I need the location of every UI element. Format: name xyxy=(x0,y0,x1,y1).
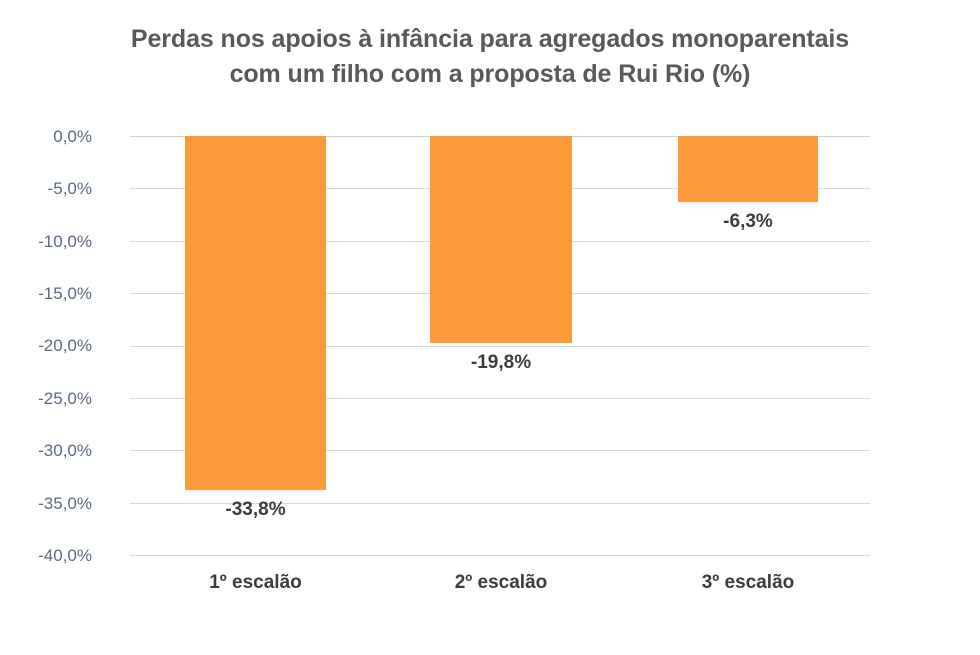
chart-title-line-1: Perdas nos apoios à infância para agrega… xyxy=(130,25,850,53)
y-axis-tick-label-4: -20,0% xyxy=(38,336,92,355)
data-label-3: -6,3% xyxy=(723,211,773,232)
y-axis-tick-label-6: -30,0% xyxy=(38,441,92,460)
gridline-8 xyxy=(130,555,870,556)
bar-3[interactable] xyxy=(678,136,818,202)
bar-2[interactable] xyxy=(430,136,572,343)
y-axis-tick-label-7: -35,0% xyxy=(38,494,92,513)
gridline-6 xyxy=(130,450,870,451)
plot-area xyxy=(130,136,870,556)
gridline-4 xyxy=(130,346,870,347)
y-axis-tick-label-5: -25,0% xyxy=(38,389,92,408)
x-axis-category-label-3: 3º escalão xyxy=(701,572,795,593)
y-axis-tick-label-2: -10,0% xyxy=(38,232,92,251)
y-axis-tick-label-3: -15,0% xyxy=(38,284,92,303)
y-axis-tick-label-1: -5,0% xyxy=(47,179,92,198)
gridline-5 xyxy=(130,398,870,399)
x-axis-category-label-1: 1º escalão xyxy=(209,572,302,593)
y-axis-tick-label-8: -40,0% xyxy=(38,546,92,565)
bar-1[interactable] xyxy=(185,136,326,490)
chart-title: Perdas nos apoios à infância para agrega… xyxy=(0,22,980,92)
x-axis-category-label-2: 2º escalão xyxy=(454,572,548,593)
chart-title-line-2: com um filho com a proposta de Rui Rio (… xyxy=(229,60,751,88)
gridline-7 xyxy=(130,503,870,504)
data-label-2: -19,8% xyxy=(470,352,532,373)
data-label-1: -33,8% xyxy=(225,499,286,520)
y-axis-tick-label-0: 0,0% xyxy=(53,127,92,146)
